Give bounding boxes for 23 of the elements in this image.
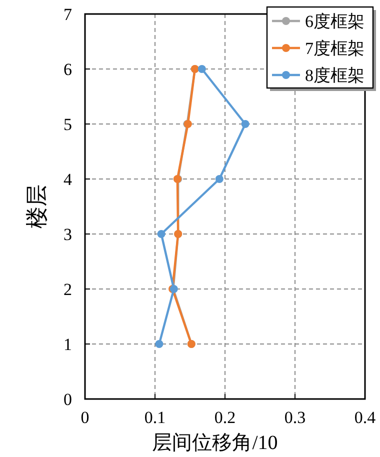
x-tick-label: 0.3	[284, 408, 306, 427]
point	[241, 120, 250, 128]
x-tick-label: 0.1	[144, 408, 166, 427]
y-tick-label: 5	[64, 115, 72, 134]
point	[198, 65, 206, 73]
x-tick-label: 0.4	[354, 408, 376, 427]
y-tick-label: 2	[64, 280, 72, 299]
x-axis-title: 层间位移角/10	[152, 432, 278, 454]
point	[155, 340, 164, 348]
y-tick-label: 7	[64, 5, 72, 24]
y-tick-label: 1	[64, 335, 72, 354]
legend-label: 7度框架	[305, 39, 364, 58]
y-tick-label: 4	[64, 170, 72, 189]
y-tick-label: 6	[64, 60, 72, 79]
y-tick-label: 3	[64, 225, 72, 244]
x-tick-label: 0	[80, 408, 90, 427]
y-tick-label: 0	[64, 390, 72, 409]
y-axis-title: 楼层	[24, 184, 49, 228]
point	[215, 175, 224, 183]
point	[157, 230, 166, 238]
x-tick-label: 0.2	[214, 408, 236, 427]
legend-label: 8度框架	[305, 66, 364, 85]
legend-label: 6度框架	[305, 12, 364, 31]
